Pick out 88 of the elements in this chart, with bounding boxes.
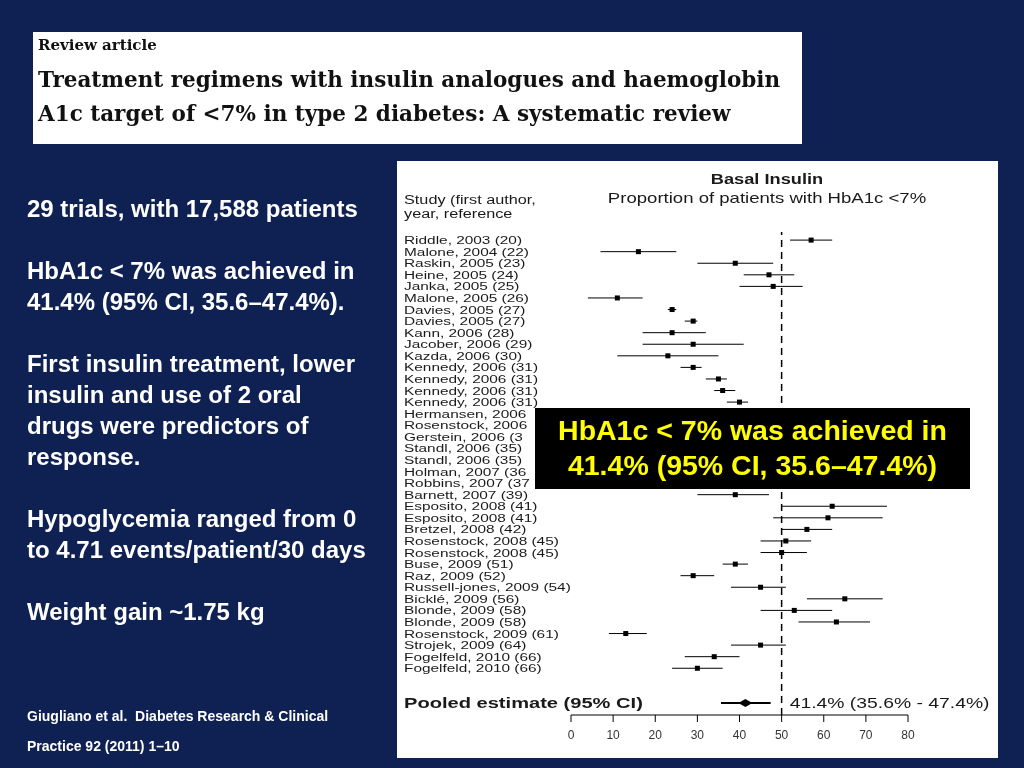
text: Giugliano et al. Diabetes Research & Clinical Practice 92 (2011) 1–10	[27, 707, 330, 756]
point	[669, 330, 675, 336]
point	[829, 503, 835, 509]
y-tick-label: Jacober, 2006 (29)	[404, 338, 533, 351]
x-tick-label: 70	[859, 727, 873, 742]
y-tick-label: Kennedy, 2006 (31)	[404, 384, 539, 398]
y-tick-label: Gerstein, 2006 (3	[404, 430, 523, 444]
point	[690, 573, 696, 579]
y-tick-label: Raz, 2009 (52)	[404, 569, 506, 583]
y-tick-label: Malone, 2005 (26)	[404, 291, 529, 305]
y-tick-label: Buse, 2009 (51)	[404, 557, 514, 571]
text: Review article	[38, 36, 158, 54]
y-tick-label: Riddle, 2003 (20)	[404, 233, 523, 247]
y-tick-label: Heine, 2005 (24)	[404, 268, 519, 282]
y-tick-label: Kazda, 2006 (30)	[404, 349, 523, 363]
point	[758, 584, 764, 590]
y-tick-label: Rosenstock, 2006	[404, 419, 528, 432]
point	[758, 642, 764, 648]
text: Weight gain ~1.75 kg	[27, 597, 266, 627]
y-tick-label: Esposito, 2008 (41)	[404, 500, 538, 513]
y-tick-label: Blonde, 2009 (58)	[404, 615, 527, 629]
point	[766, 272, 772, 278]
y-tick-label: Bretzel, 2008 (42)	[404, 523, 527, 536]
y-tick-label: Pooled estimate (95% CI)	[404, 694, 643, 712]
x-tick-label: 30	[690, 727, 705, 742]
x-tick-label: 20	[648, 727, 663, 742]
point	[779, 550, 785, 556]
point	[635, 249, 641, 255]
text: 29 trials, with 17,588 patients	[27, 194, 359, 224]
y-tick-label: Standl, 2006 (35)	[404, 442, 523, 455]
y-tick-label: Holman, 2007 (36	[404, 465, 527, 479]
y-tick-label: Strojek, 2009 (64)	[404, 638, 527, 652]
text: HbA1c < 7% was achieved in 41.4% (95% CI, 35.6–47.4%).	[27, 256, 356, 317]
chart-subtitle: Proportion of patients with HbA1c <7%	[606, 189, 928, 207]
point	[665, 353, 671, 359]
point	[732, 492, 738, 498]
text: Hypoglycemia ranged from 0 to 4.71 events/patient/30 days	[27, 504, 367, 565]
y-tick-label: Malone, 2004 (22)	[404, 245, 529, 259]
y-tick-label: Fogelfeld, 2010 (66)	[404, 650, 542, 664]
point	[623, 631, 629, 637]
y-tick-label: Hermansen, 2006	[404, 407, 527, 421]
point	[690, 341, 696, 347]
y-tick-label: Kennedy, 2006 (31)	[404, 372, 539, 386]
point	[690, 364, 696, 370]
y-tick-label: Davies, 2005 (27)	[404, 303, 526, 317]
y-tick-label: Rosenstock, 2008 (45)	[404, 546, 559, 560]
point	[715, 376, 721, 382]
y-tick-label: Barnett, 2007 (39)	[404, 488, 529, 502]
point	[690, 318, 696, 324]
x-tick-label: 60	[817, 727, 831, 742]
y-tick-label: Rosenstock, 2009 (61)	[404, 627, 559, 641]
point	[808, 237, 814, 243]
point	[783, 538, 789, 544]
y-tick-label: Russell-jones, 2009 (54)	[404, 581, 571, 594]
point	[614, 295, 620, 301]
point	[770, 283, 776, 289]
y-tick-label: Fogelfeld, 2010 (66)	[404, 662, 542, 675]
point	[833, 619, 839, 625]
point	[732, 260, 738, 266]
y-tick-label: Raskin, 2005 (23)	[404, 257, 526, 270]
y-tick-label: Standl, 2006 (35)	[404, 453, 523, 467]
data-label: 41.4% (35.6% - 47.4%)	[789, 694, 990, 712]
annotation: HbA1c < 7% was achieved in 41.4% (95% CI, 35.6–47.4%)	[535, 408, 970, 489]
x-tick-label: 80	[901, 727, 915, 742]
text: Treatment regimens with insulin analogues and haemoglobin A1c target of <7% in type 2 diabetes: A systematic review	[38, 66, 782, 128]
point	[711, 654, 717, 660]
point	[720, 388, 726, 394]
point	[825, 515, 831, 521]
y-tick-label: Rosenstock, 2008 (45)	[404, 534, 559, 548]
text: First insulin treatment, lower insulin and use of 2 oral drugs were predictors of response.	[27, 349, 357, 472]
y-tick-label: Kennedy, 2006 (31)	[404, 361, 539, 374]
y-tick-label: Esposito, 2008 (41)	[404, 511, 538, 525]
y-tick-label: Kann, 2006 (28)	[404, 326, 515, 340]
x-tick-label: 40	[732, 727, 747, 742]
y-tick-label: Bicklé, 2009 (56)	[404, 592, 520, 606]
point	[732, 561, 738, 567]
y-axis-title: Study (first author, year, reference	[404, 193, 537, 221]
point	[842, 596, 848, 602]
x-tick-label: 50	[774, 727, 789, 742]
x-tick-label: 0	[567, 727, 575, 742]
point	[791, 607, 797, 613]
point	[694, 665, 700, 671]
point	[737, 399, 742, 405]
y-tick-label: Blonde, 2009 (58)	[404, 604, 527, 617]
x-tick-label: 10	[606, 727, 621, 742]
chart-title: Basal Insulin	[709, 170, 825, 188]
point	[804, 526, 810, 532]
y-tick-label: Janka, 2005 (25)	[404, 280, 520, 293]
